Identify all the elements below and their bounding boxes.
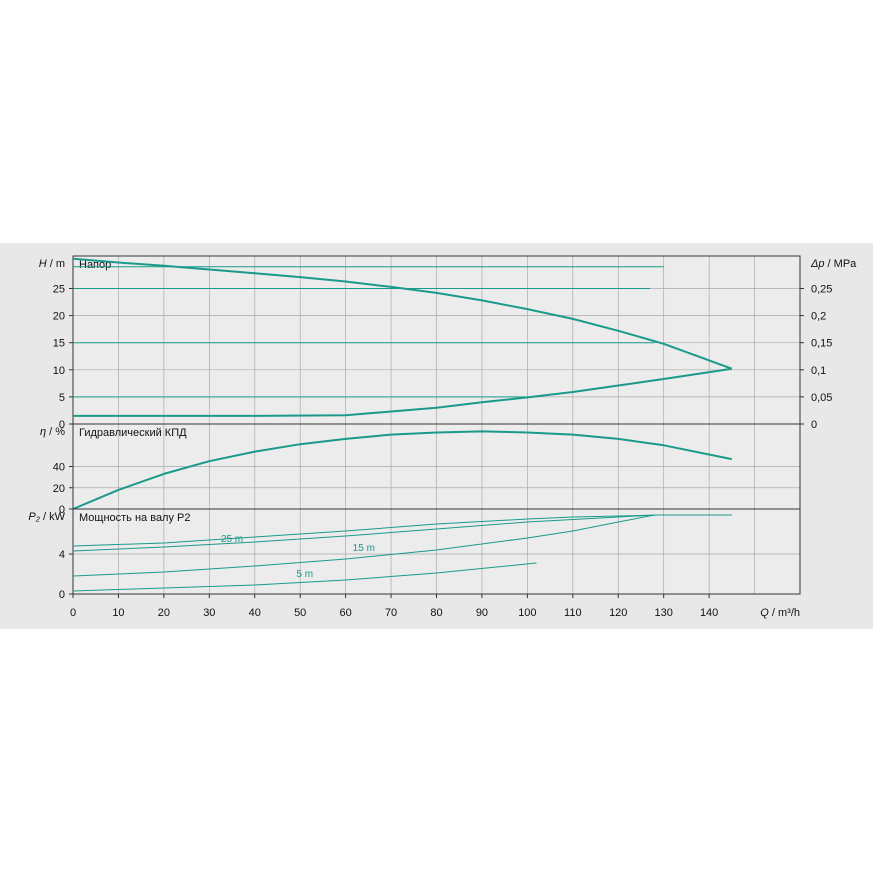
right-tick-label: 0,25 bbox=[811, 284, 832, 296]
y-tick-label: 0 bbox=[59, 504, 65, 516]
efficiency-curve bbox=[72, 430, 732, 510]
y-tick-label: 15 bbox=[53, 338, 65, 350]
y-tick-label: 0 bbox=[59, 589, 65, 601]
y-tick-label: 20 bbox=[53, 483, 65, 495]
x-tick-label: 60 bbox=[340, 607, 352, 619]
x-tick-label: 0 bbox=[70, 607, 76, 619]
curve-label: 15 m bbox=[353, 543, 375, 554]
x-axis-title: Q / m³/h bbox=[760, 607, 800, 619]
panel-title: Мощность на валу P2 bbox=[79, 512, 191, 524]
pump-performance-chart: 0 5 10 15 20 25 H / m Напор 0 0,05 0,1 0,15 0,2 0,25 Δ… bbox=[0, 243, 873, 629]
y-tick-label: 5 bbox=[59, 392, 65, 404]
right-tick-label: 0,15 bbox=[811, 338, 832, 350]
curve-label: 25 m bbox=[221, 534, 243, 545]
y-tick-label: 40 bbox=[53, 462, 65, 474]
x-tick-label: 130 bbox=[655, 607, 673, 619]
y-tick-label: 0 bbox=[59, 419, 65, 431]
power-15m bbox=[72, 514, 655, 577]
x-tick-label: 100 bbox=[518, 607, 536, 619]
right-tick-label: 0 bbox=[811, 419, 817, 431]
power-5m bbox=[72, 562, 537, 592]
right-tick-label: 0,2 bbox=[811, 311, 826, 323]
y-axis-title: η / % bbox=[40, 426, 65, 438]
x-tick-label: 20 bbox=[158, 607, 170, 619]
x-tick-label: 80 bbox=[430, 607, 442, 619]
x-tick-label: 70 bbox=[385, 607, 397, 619]
x-tick-label: 40 bbox=[249, 607, 261, 619]
x-tick-label: 90 bbox=[476, 607, 488, 619]
curve-label: 5 m bbox=[296, 569, 313, 580]
x-tick-label: 10 bbox=[112, 607, 124, 619]
y-tick-label: 25 bbox=[53, 284, 65, 296]
right-tick-label: 0,05 bbox=[811, 392, 832, 404]
panel-title: Гидравлический КПД bbox=[79, 427, 187, 439]
x-tick-label: 30 bbox=[203, 607, 215, 619]
power-25m bbox=[72, 514, 655, 552]
x-tick-label: 120 bbox=[609, 607, 627, 619]
y-axis-title: P₂ / kW bbox=[28, 511, 65, 523]
right-tick-label: 0,1 bbox=[811, 365, 826, 377]
y-tick-label: 20 bbox=[53, 311, 65, 323]
y-tick-label: 10 bbox=[53, 365, 65, 377]
y-axis-title: H / m bbox=[39, 258, 65, 270]
right-axis-title: Δp / MPa bbox=[810, 258, 857, 270]
y-tick-label: 4 bbox=[59, 549, 65, 561]
x-tick-label: 50 bbox=[294, 607, 306, 619]
x-tick-label: 110 bbox=[564, 607, 582, 619]
system-curve bbox=[73, 367, 732, 417]
x-tick-label: 140 bbox=[700, 607, 718, 619]
